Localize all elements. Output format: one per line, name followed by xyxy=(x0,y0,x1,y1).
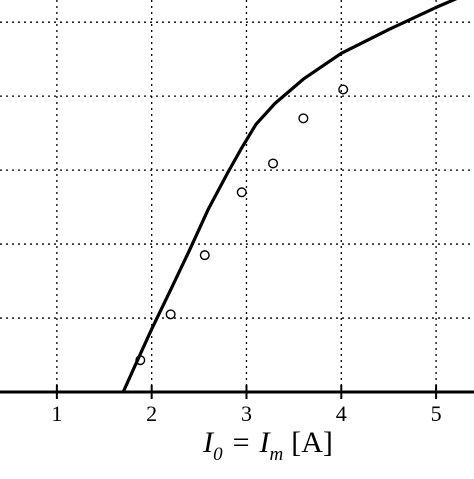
data-point xyxy=(199,250,210,261)
x-label-lhs-main: I xyxy=(202,426,215,459)
x-label-unit: [A] xyxy=(291,426,333,459)
x-label-rhs-sub: m xyxy=(270,444,284,465)
data-point xyxy=(135,355,146,366)
x-label-rhs-main: I xyxy=(259,426,272,459)
data-point xyxy=(236,187,247,198)
x-tick-label: 2 xyxy=(146,401,157,426)
fit-curve xyxy=(121,0,458,394)
grid-layer xyxy=(0,0,474,392)
x-axis-label: I0 = Im [A] xyxy=(202,426,333,465)
curve-layer xyxy=(121,0,458,394)
x-tick-label: 1 xyxy=(51,401,62,426)
data-point xyxy=(338,84,349,95)
x-tick-label: 3 xyxy=(241,401,252,426)
data-point xyxy=(165,309,176,320)
x-label-equals: = xyxy=(233,426,250,459)
x-label-lhs-sub: 0 xyxy=(213,444,223,465)
data-point xyxy=(298,113,309,124)
points-layer xyxy=(135,84,349,366)
tick-label-layer: 1 2 3 4 5 xyxy=(51,401,441,426)
data-point xyxy=(268,158,279,169)
x-tick-label: 4 xyxy=(336,401,347,426)
axis-layer xyxy=(0,385,474,399)
x-tick-label: 5 xyxy=(431,401,442,426)
